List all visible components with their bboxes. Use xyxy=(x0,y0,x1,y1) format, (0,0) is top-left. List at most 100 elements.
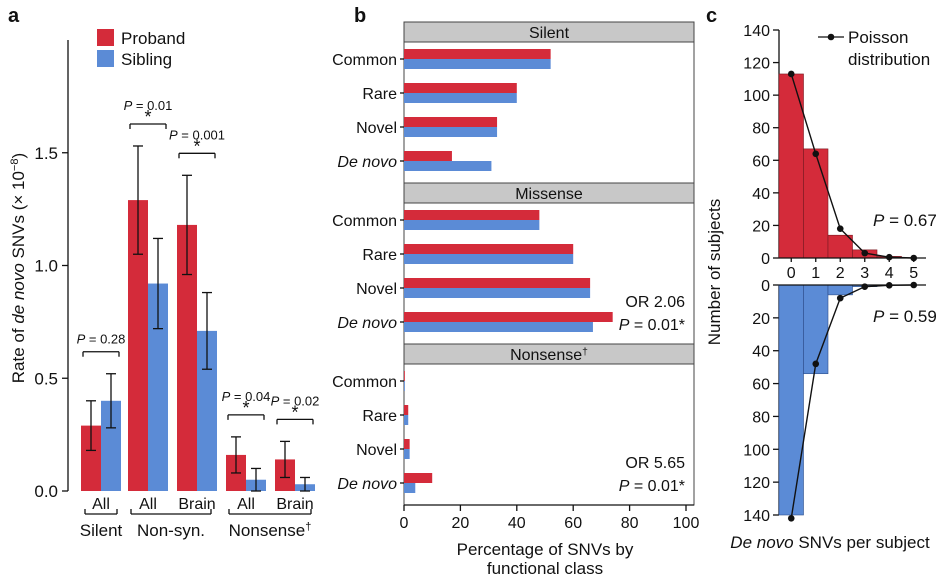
c-legend-label: Poisson xyxy=(848,28,908,47)
a-bar-sibling xyxy=(101,400,121,491)
b-row-label: De novo xyxy=(337,476,397,493)
b-row-label: Rare xyxy=(362,408,397,425)
b-bar-sibling xyxy=(404,254,574,264)
b-row-label: Rare xyxy=(362,86,397,103)
c-poisson-point xyxy=(787,70,795,78)
c-poisson-point xyxy=(861,283,869,290)
c-poisson-point xyxy=(812,150,820,158)
c-y-tick-label: 100 xyxy=(743,88,770,105)
a-bar-sibling xyxy=(197,330,217,491)
a-bar-proband xyxy=(81,425,101,491)
c-y-tick-label: 20 xyxy=(752,311,770,328)
b-x-axis-label: functional class xyxy=(487,559,603,577)
b-odds-ratio: OR 5.65 xyxy=(625,455,685,472)
a-y-tick-label: 0.5 xyxy=(34,369,58,388)
b-bar-proband xyxy=(404,210,540,220)
a-y-tick-label: 1.0 xyxy=(34,257,58,276)
c-poisson-point xyxy=(812,360,820,368)
c-bar-sibling xyxy=(778,284,804,516)
b-row-label: Rare xyxy=(362,247,397,264)
b-bar-proband xyxy=(404,371,405,381)
a-legend-label-proband: Proband xyxy=(121,29,185,48)
b-odds-ratio: OR 2.06 xyxy=(625,294,685,311)
c-x-tick-label: 4 xyxy=(885,265,894,282)
b-row-label: Novel xyxy=(356,281,397,298)
c-p-value-proband: P = 0.67 xyxy=(873,211,937,230)
c-x-tick-label: 5 xyxy=(909,265,918,282)
b-bar-sibling xyxy=(404,127,498,137)
a-y-axis-label: Rate of de novo SNVs (× 10−8) xyxy=(9,153,28,383)
c-y-tick-label: 20 xyxy=(752,218,770,235)
a-p-value: P = 0.01 xyxy=(124,98,173,113)
b-x-axis-label: Percentage of SNVs by xyxy=(457,540,634,559)
b-p-value: P = 0.01* xyxy=(619,317,685,334)
b-bar-proband xyxy=(404,117,498,127)
b-bar-sibling xyxy=(404,220,540,230)
c-y-tick-label: 100 xyxy=(743,442,770,459)
b-bar-sibling xyxy=(404,449,410,459)
b-row-label: Common xyxy=(332,374,397,391)
a-y-tick-label: 1.5 xyxy=(34,144,58,163)
c-bar-proband xyxy=(803,148,829,259)
b-bar-proband xyxy=(404,278,591,288)
b-row-label: De novo xyxy=(337,315,397,332)
c-x-axis-label: De novo SNVs per subject xyxy=(730,533,930,552)
c-y-tick-label: 140 xyxy=(743,23,770,40)
b-section-title: Silent xyxy=(529,25,570,42)
c-y-axis-label: Number of subjects xyxy=(705,199,724,345)
c-y-tick-label: 80 xyxy=(752,121,770,138)
b-bar-proband xyxy=(404,151,452,161)
b-bar-proband xyxy=(404,473,433,483)
a-x-tick-label: Brain xyxy=(276,496,313,513)
b-row-label: Novel xyxy=(356,442,397,459)
b-x-tick-label: 60 xyxy=(564,515,582,532)
a-category-label: Nonsense† xyxy=(229,521,312,540)
c-poisson-point xyxy=(885,282,893,289)
c-bar-sibling xyxy=(803,284,829,375)
c-bar-proband xyxy=(827,234,853,259)
c-x-tick-label: 2 xyxy=(836,265,845,282)
c-poisson-point xyxy=(836,294,844,302)
c-y-tick-label: 140 xyxy=(743,508,770,525)
a-sig-star: * xyxy=(193,136,200,156)
a-p-value: P = 0.28 xyxy=(77,332,126,347)
a-bar-proband xyxy=(177,224,197,491)
c-x-tick-label: 3 xyxy=(860,265,869,282)
c-y-tick-label: 60 xyxy=(752,153,770,170)
c-y-tick-label: 80 xyxy=(752,409,770,426)
c-y-tick-label: 120 xyxy=(743,56,770,73)
b-bar-sibling xyxy=(404,93,517,103)
b-row-label: De novo xyxy=(337,154,397,171)
c-poisson-point xyxy=(910,281,918,289)
c-y-tick-label: 0 xyxy=(761,278,770,295)
c-bar-proband xyxy=(778,73,804,259)
a-y-tick-label: 0.0 xyxy=(34,482,58,501)
a-x-tick-label: All xyxy=(237,496,255,513)
c-legend-label: distribution xyxy=(848,50,930,69)
b-bar-sibling xyxy=(404,483,416,493)
a-category-label: Non-syn. xyxy=(137,521,205,540)
panel-label-b: b xyxy=(354,5,366,27)
b-row-label: Common xyxy=(332,213,397,230)
a-sig-star: * xyxy=(144,107,151,127)
b-section-title: Missense xyxy=(515,186,583,203)
b-p-value: P = 0.01* xyxy=(619,478,685,495)
c-poisson-line-proband xyxy=(790,73,914,259)
b-x-tick-label: 100 xyxy=(673,515,700,532)
b-bar-sibling xyxy=(404,59,551,69)
b-bar-sibling xyxy=(404,381,405,391)
a-category-label: Silent xyxy=(80,521,123,540)
c-x-tick-label: 1 xyxy=(811,265,820,282)
c-poisson-point xyxy=(885,253,893,261)
b-row-label: Common xyxy=(332,52,397,69)
c-poisson-point xyxy=(910,254,918,262)
b-bar-proband xyxy=(404,439,410,449)
c-poisson-point xyxy=(787,514,795,522)
b-bar-proband xyxy=(404,83,517,93)
a-x-tick-label: Brain xyxy=(178,496,215,513)
c-y-tick-label: 120 xyxy=(743,475,770,492)
b-x-tick-label: 40 xyxy=(508,515,526,532)
b-bar-sibling xyxy=(404,161,492,171)
a-bar-proband xyxy=(128,200,148,492)
